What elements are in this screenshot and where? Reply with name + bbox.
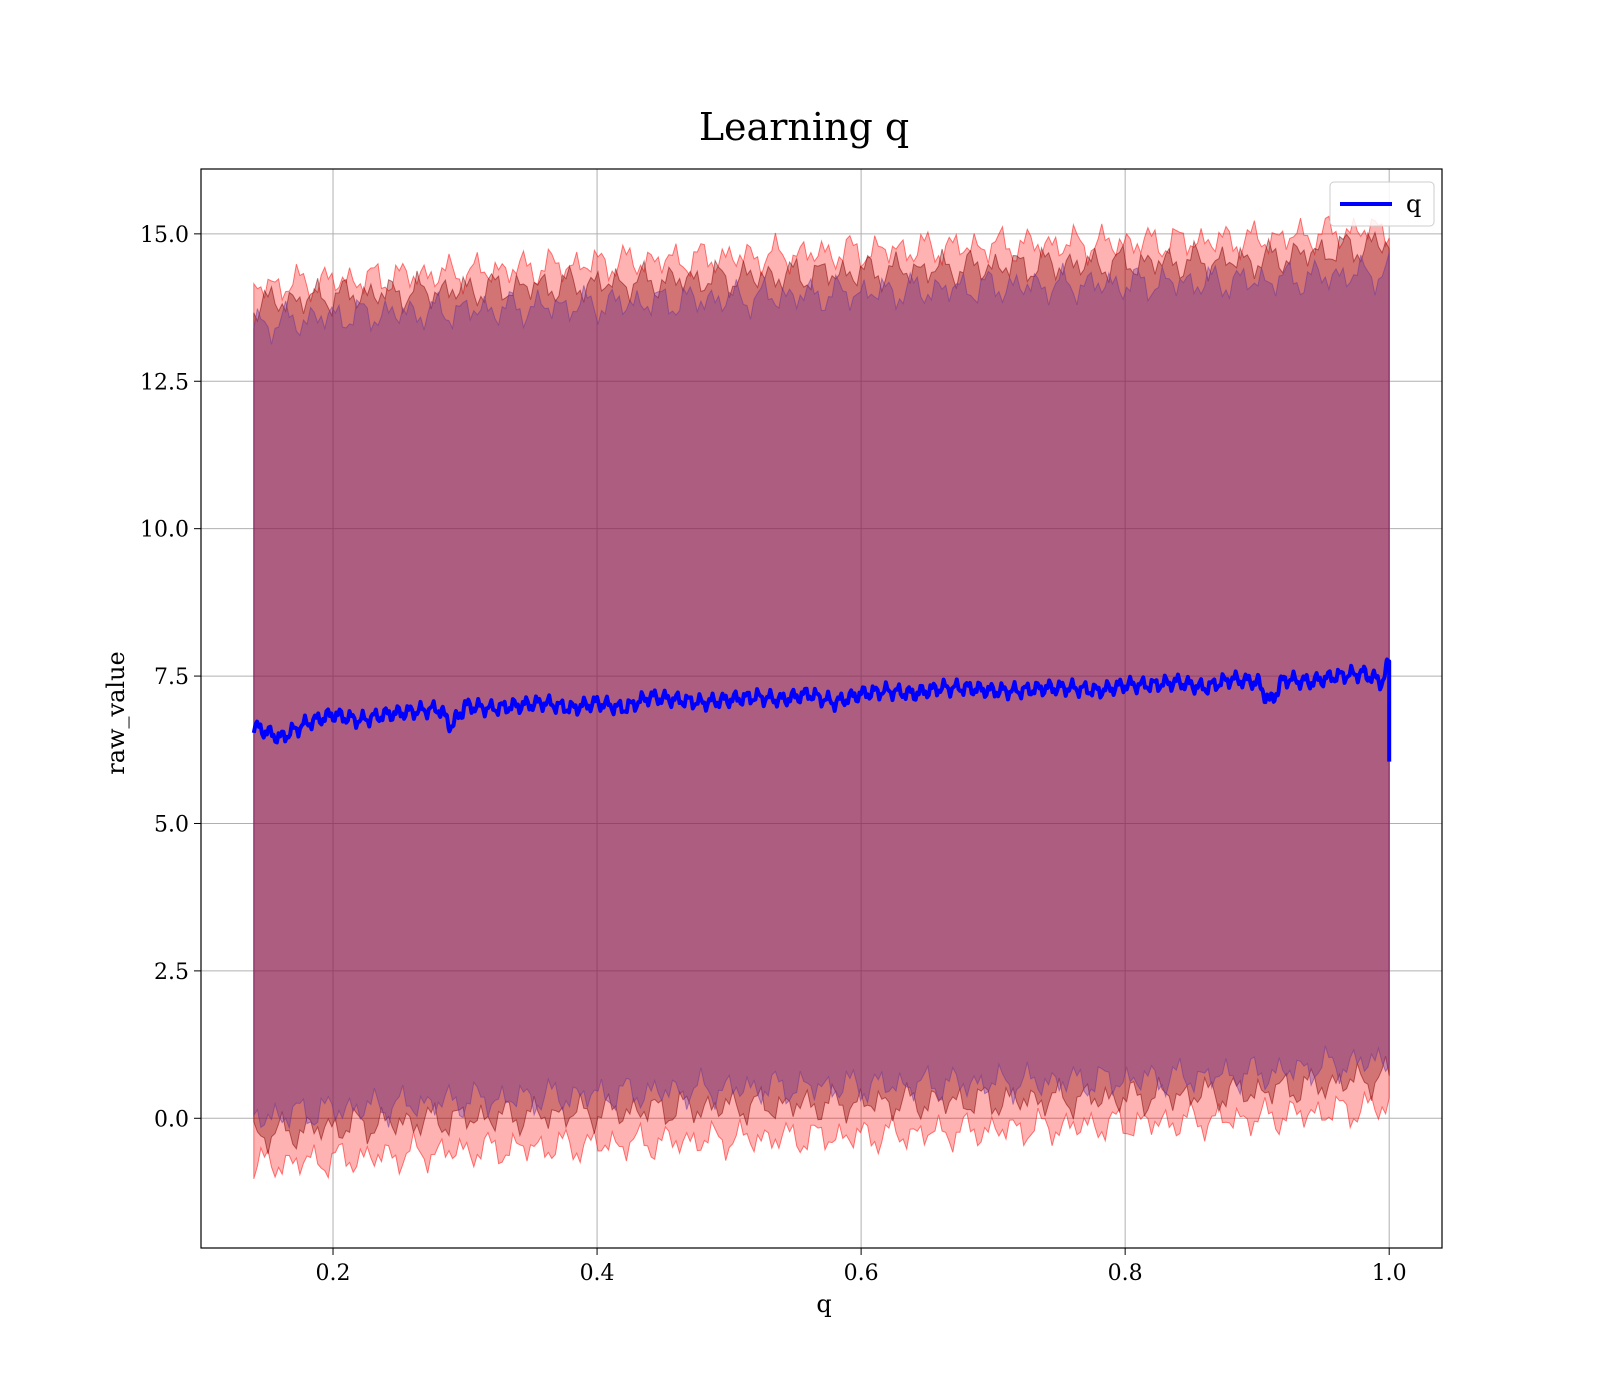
x-tick-label: 0.6 [844,1261,879,1286]
legend-entry-q: q [1406,190,1421,218]
x-axis-ticks: 0.2 0.4 0.6 0.8 1.0 [316,1248,1407,1286]
y-tick-label: 2.5 [154,960,189,985]
y-tick-label: 0.0 [154,1107,189,1132]
grid [201,169,1442,1248]
x-tick-label: 1.0 [1372,1261,1407,1286]
confidence-band-2 [253,252,1390,1130]
chart-title: Learning q [699,105,909,149]
confidence-band-1 [253,230,1390,1155]
y-tick-label: 7.5 [154,665,189,690]
y-tick-label: 12.5 [140,370,189,395]
x-tick-label: 0.4 [580,1261,615,1286]
plot-area [200,168,1443,1249]
y-axis-ticks: 0.0 2.5 5.0 7.5 10.0 12.5 15.0 [140,223,201,1132]
y-tick-label: 5.0 [154,812,189,837]
x-tick-label: 0.2 [316,1261,351,1286]
y-tick-label: 10.0 [140,518,189,543]
x-tick-label: 0.8 [1108,1261,1143,1286]
legend: q [1329,181,1435,227]
y-axis-label: raw_value [102,651,130,775]
series-line-q [251,657,1392,762]
plot-frame [200,168,1443,1249]
series-lines [251,657,1392,762]
uncertainty-bands [253,215,1390,1180]
y-tick-label: 15.0 [140,223,189,248]
x-axis-label: q [816,1290,831,1318]
